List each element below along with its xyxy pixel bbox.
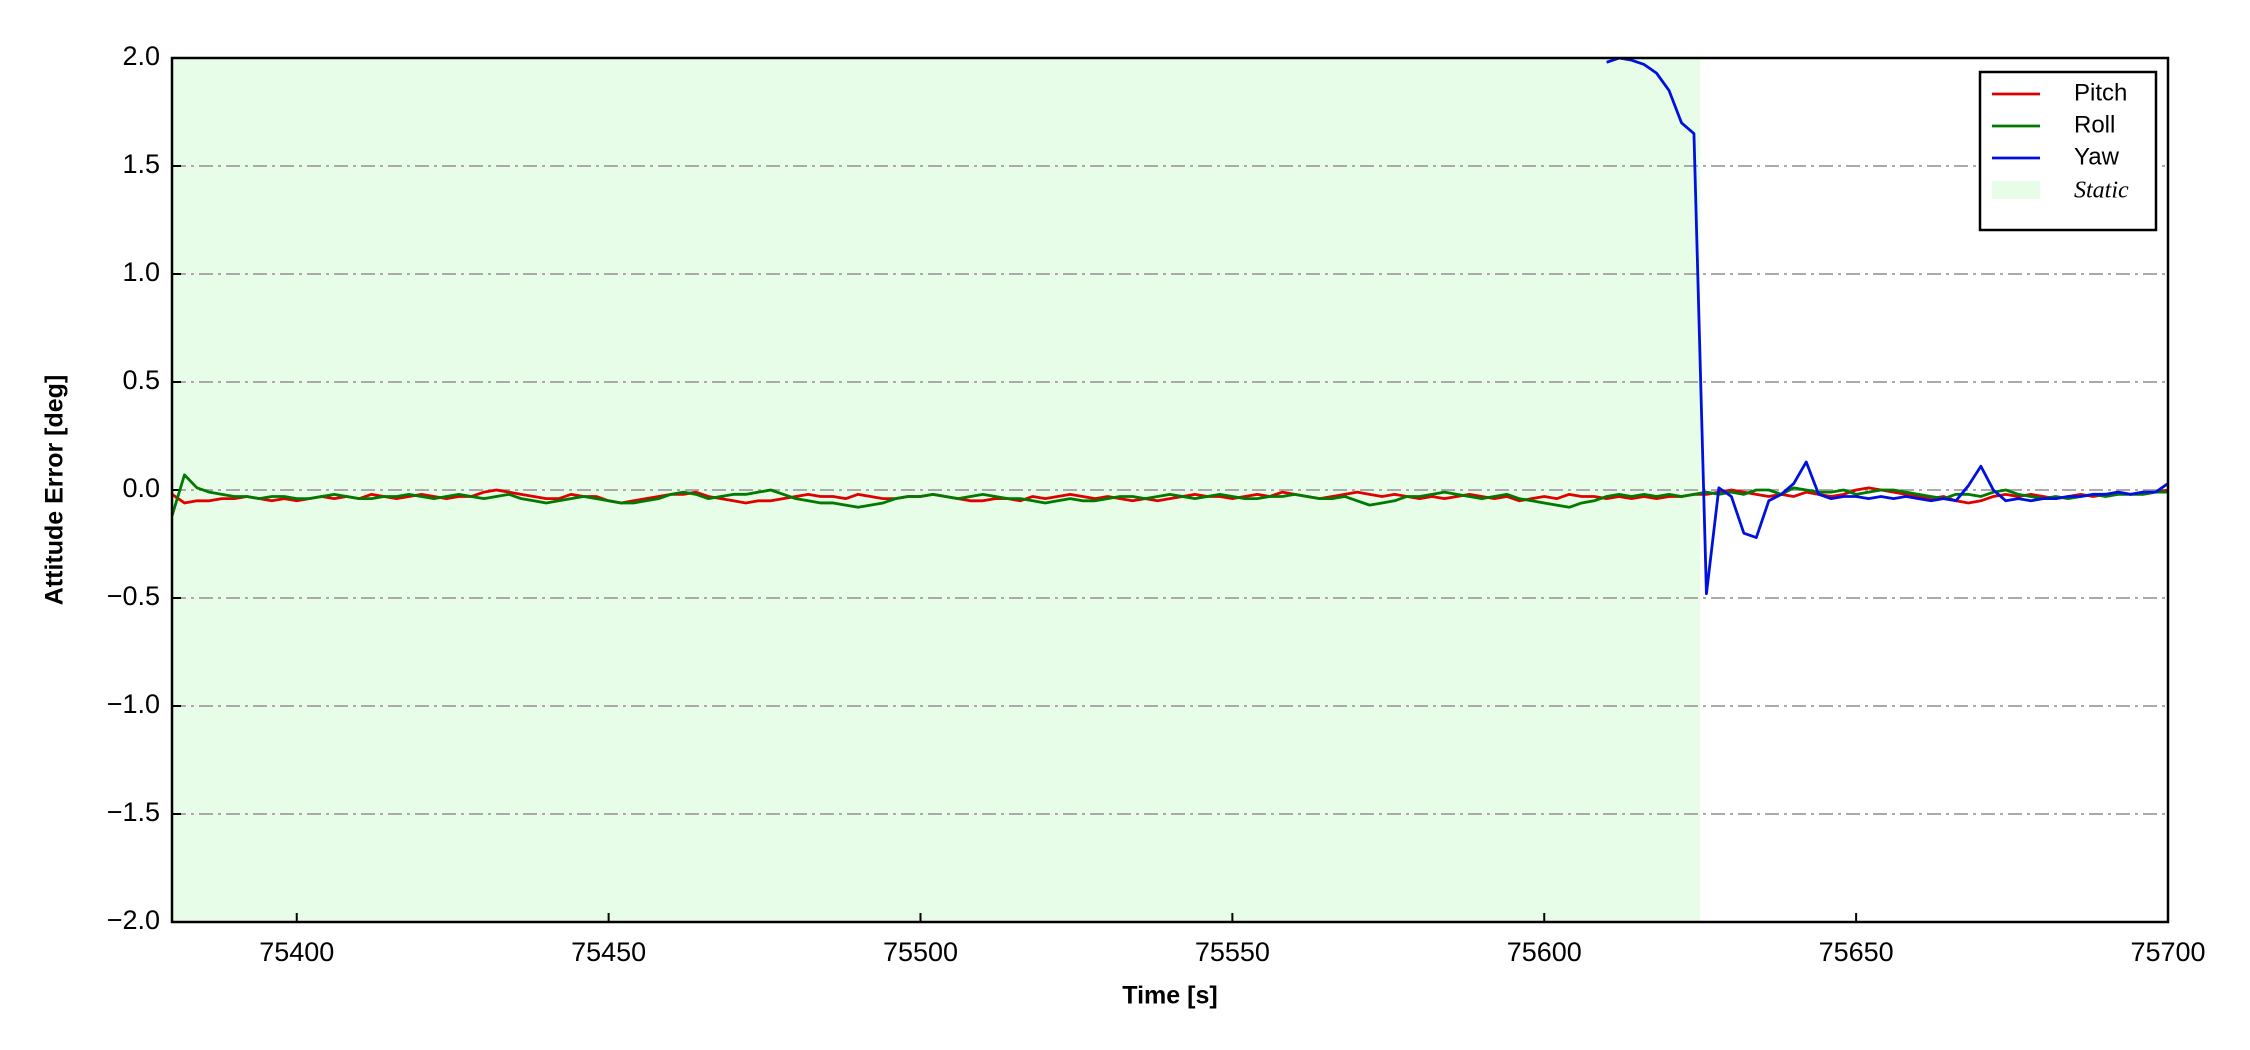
x-tick-label: 75600	[1507, 937, 1582, 967]
y-tick-label: −2.0	[107, 905, 160, 935]
x-tick-label: 75400	[259, 937, 334, 967]
y-axis-title: Attitude Error [deg]	[41, 375, 69, 606]
x-tick-label: 75500	[883, 937, 958, 967]
x-tick-label: 75650	[1819, 937, 1894, 967]
legend-label: Static	[2074, 178, 2129, 204]
series-line	[1606, 58, 2168, 596]
legend-box	[1978, 70, 2158, 232]
y-tick-label: 1.0	[122, 257, 160, 287]
legend-label: Yaw	[2074, 143, 2120, 170]
y-tick-label: 2.0	[122, 41, 160, 71]
y-tick-label: −1.5	[107, 797, 160, 827]
y-tick-label: −1.0	[107, 689, 160, 719]
y-tick-label: 0.5	[122, 365, 160, 395]
plot-lines	[172, 58, 2168, 596]
x-tick-label: 75450	[571, 937, 646, 967]
legend-label: Roll	[2074, 111, 2115, 138]
y-tick-label: 0.0	[122, 473, 160, 503]
x-axis-title: Time [s]	[1122, 982, 1217, 1010]
x-tick-label: 75550	[1195, 937, 1270, 967]
legend-swatch	[1992, 181, 2040, 199]
y-tick-label: −0.5	[107, 581, 160, 611]
plot-frame	[170, 56, 2170, 924]
y-tick-label: 1.5	[122, 149, 160, 179]
series-line	[172, 473, 2168, 517]
legend-label: Pitch	[2074, 79, 2127, 106]
x-tick-label: 75700	[2130, 937, 2205, 967]
series-line	[172, 486, 2168, 505]
